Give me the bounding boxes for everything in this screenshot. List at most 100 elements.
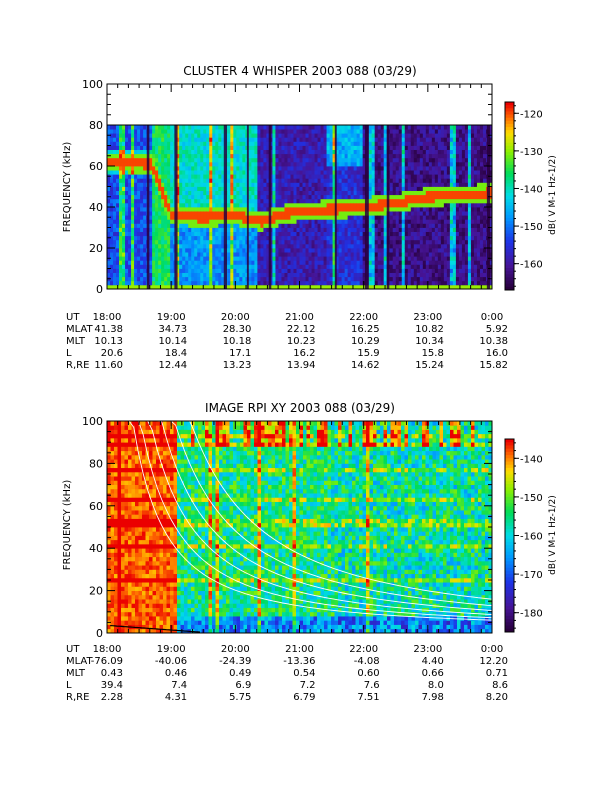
spectrogram-cell	[119, 248, 123, 253]
spectrogram-cell	[266, 174, 270, 179]
spectrogram-cell	[152, 153, 156, 159]
spectrogram-cell	[284, 182, 288, 187]
spectrogram-cell	[383, 231, 388, 237]
spectrogram-cell	[212, 194, 216, 200]
spectrogram-cell	[257, 161, 261, 167]
spectrogram-cell	[164, 239, 168, 245]
spectrogram-cell	[401, 227, 406, 232]
spectrogram-cell	[452, 190, 457, 196]
spectrogram-cell	[359, 198, 364, 204]
spectrogram-cell	[236, 235, 240, 241]
spectrogram-cell	[446, 145, 451, 150]
spectrogram-cell	[353, 252, 358, 257]
spectrogram-cell	[182, 166, 186, 171]
spectrogram-cell	[278, 264, 282, 269]
spectrogram-cell	[158, 227, 162, 232]
spectrogram-cell	[467, 145, 472, 150]
spectrogram-cell	[389, 141, 394, 146]
spectrogram-cell	[176, 235, 180, 241]
spectrogram-cell	[248, 149, 252, 155]
spectrogram-cell	[281, 125, 285, 130]
spectrogram-cell	[377, 161, 382, 167]
spectrogram-cell	[275, 157, 279, 163]
spectrogram-cell	[293, 170, 297, 175]
spectrogram-cell	[209, 198, 213, 204]
spectrogram-cell	[332, 141, 336, 146]
spectrogram-cell	[125, 227, 129, 232]
spectrogram-cell	[260, 170, 264, 175]
spectrogram-cell	[209, 202, 213, 208]
spectrogram-cell	[359, 174, 364, 179]
spectrogram-cell	[200, 252, 204, 257]
spectrogram-cell	[281, 219, 285, 224]
spectrogram-cell	[131, 248, 135, 253]
spectrogram-cell	[218, 170, 222, 175]
spectrogram-cell	[371, 268, 376, 273]
spectrogram-cell	[329, 280, 333, 286]
spectrogram-cell	[206, 125, 210, 130]
spectrogram-cell	[215, 207, 219, 212]
spectrogram-cell	[149, 170, 153, 175]
spectrogram-cell	[332, 223, 336, 228]
spectrogram-cell	[398, 198, 403, 204]
spectrogram-cell	[398, 215, 403, 220]
spectrogram-cell	[383, 157, 388, 163]
spectrogram-cell	[359, 207, 364, 212]
spectrogram-cell	[167, 243, 171, 249]
spectrogram-cell	[359, 235, 364, 241]
spectrogram-cell	[236, 243, 240, 249]
spectrogram-cell	[149, 145, 153, 150]
spectrogram-cell	[473, 129, 478, 134]
spectrogram-cell	[380, 280, 385, 286]
spectrogram-cell	[113, 129, 117, 134]
spectrogram-cell	[281, 239, 285, 245]
spectrogram-cell	[176, 248, 180, 253]
spectrogram-cell	[206, 133, 210, 138]
spectrogram-cell	[338, 235, 343, 241]
spectrogram-cell	[164, 149, 168, 155]
spectrogram-cell	[260, 276, 264, 282]
spectrogram-cell	[257, 215, 261, 220]
spectrogram-cell	[434, 264, 439, 269]
spectrogram-cell	[422, 284, 427, 290]
spectrogram-cell	[140, 149, 144, 155]
spectrogram-cell	[263, 235, 267, 241]
spectrogram-cell	[254, 170, 258, 175]
spectrogram-cell	[299, 198, 303, 204]
spectrogram-cell	[194, 182, 198, 187]
spectrogram-cell	[422, 194, 427, 200]
spectrogram-cell	[197, 207, 201, 212]
spectrogram-cell	[464, 264, 469, 269]
spectrogram-cell	[164, 280, 168, 286]
spectrogram-cell	[383, 243, 388, 249]
spectrogram-cell	[377, 157, 382, 163]
spectrogram-cell	[254, 166, 258, 171]
spectrogram-cell	[194, 202, 198, 208]
spectrogram-cell	[455, 207, 460, 212]
spectrogram-cell	[407, 137, 412, 142]
spectrogram-cell	[275, 133, 279, 138]
spectrogram-cell	[194, 260, 198, 265]
spectrogram-cell	[377, 227, 382, 232]
spectrogram-cell	[401, 268, 406, 273]
spectrogram-cell	[395, 157, 400, 163]
spectrogram-cell	[251, 161, 255, 167]
spectrogram-cell	[293, 190, 297, 196]
spectrogram-cell	[470, 174, 475, 179]
spectrogram-cell	[404, 145, 409, 150]
spectrogram-cell	[218, 207, 222, 212]
spectrogram-cell	[446, 141, 451, 146]
spectrogram-cell	[167, 211, 171, 216]
spectrogram-cell	[326, 129, 330, 134]
spectrogram-cell	[350, 231, 355, 237]
spectrogram-cell	[419, 141, 424, 146]
spectrogram-cell	[128, 215, 132, 220]
spectrogram-cell	[428, 252, 433, 257]
spectrogram-cell	[296, 235, 300, 241]
spectrogram-cell	[185, 268, 189, 273]
spectrogram-cell	[413, 207, 418, 212]
spectrogram-cell	[470, 223, 475, 228]
spectrogram-cell	[395, 260, 400, 265]
spectrogram-cell	[308, 215, 312, 220]
spectrogram-cell	[290, 186, 294, 191]
